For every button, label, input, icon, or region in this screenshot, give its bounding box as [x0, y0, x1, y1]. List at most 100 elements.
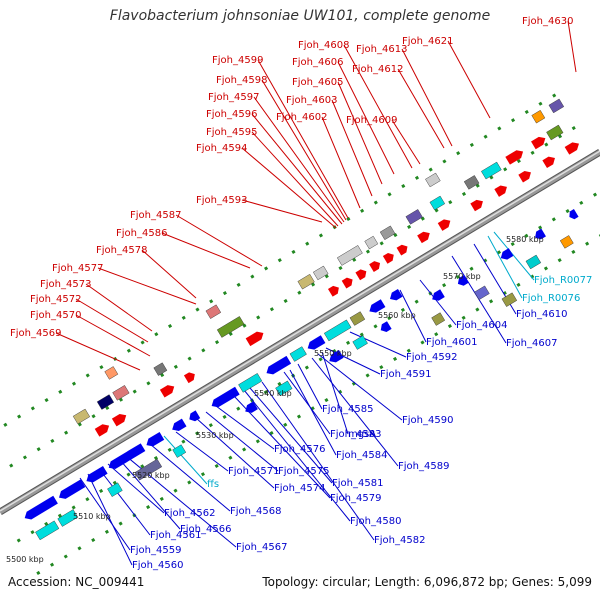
tick-label: 5570 kbp	[443, 272, 481, 281]
reverse-gene-label: Fjoh_4571	[228, 466, 279, 477]
gene-glyph	[396, 244, 408, 256]
forward-gene-label: Fjoh_4593	[196, 195, 247, 206]
leader-line	[141, 249, 197, 299]
reverse-gene-label: Fjoh_4589	[398, 461, 449, 472]
tick-label: 5530 kbp	[196, 431, 234, 440]
gene-box	[481, 161, 502, 180]
forward-gene-label: Fjoh_4573	[40, 279, 91, 290]
gene-glyph	[569, 209, 579, 220]
leader-line	[283, 371, 331, 435]
gene-glyph	[425, 172, 441, 188]
gene-arrow	[159, 385, 175, 398]
gene-arrow	[542, 156, 555, 169]
gene-arrow	[111, 413, 127, 427]
gene-glyph	[159, 385, 175, 398]
gene-box	[548, 98, 565, 114]
gene-box	[57, 509, 79, 527]
gene-box	[349, 311, 366, 326]
gene-glyph	[104, 366, 119, 380]
gene-glyph	[58, 479, 86, 499]
gene-arrow	[432, 289, 445, 301]
gene-glyph	[548, 98, 565, 114]
gene-box	[501, 292, 518, 307]
forward-gene-label: Fjoh_4572	[30, 294, 81, 305]
leader-line	[85, 283, 153, 332]
tick-label: 5560 kbp	[378, 311, 416, 320]
gene-box	[312, 265, 329, 281]
reverse-gene-label: Fjoh_4584	[336, 450, 387, 461]
forward-gene-label: Fjoh_4603	[286, 95, 337, 106]
gene-box	[546, 124, 564, 141]
gene-glyph	[559, 235, 574, 249]
gene-arrow	[172, 418, 187, 431]
gene-box	[275, 380, 293, 397]
gene-glyph	[108, 443, 146, 470]
gene-glyph	[72, 408, 91, 425]
gene-arrow	[494, 185, 507, 197]
leader-line	[107, 463, 165, 514]
leader-line	[257, 59, 349, 219]
gene-glyph	[432, 289, 445, 301]
gene-arrow	[369, 299, 386, 313]
leader-line	[567, 20, 577, 73]
gene-glyph	[474, 285, 490, 301]
gene-glyph	[382, 252, 394, 264]
gene-glyph	[535, 228, 546, 240]
gene-box	[531, 109, 546, 124]
gene-glyph	[323, 319, 352, 342]
leader-line	[161, 232, 251, 269]
leader-line	[253, 96, 345, 223]
gene-arrow	[94, 424, 110, 437]
gene-box	[463, 175, 480, 190]
forward-gene-label: Fjoh_4578	[96, 245, 147, 256]
gene-glyph	[336, 245, 363, 266]
gene-box	[425, 172, 441, 188]
reverse-gene-label: Fjoh_4575	[278, 466, 329, 477]
gene-glyph	[494, 185, 507, 197]
rna-gene-label: ffs	[207, 479, 219, 490]
gene-glyph	[297, 273, 315, 290]
gene-box	[216, 316, 245, 338]
genome-backbone	[0, 148, 600, 516]
gene-glyph	[329, 350, 344, 363]
leader-line	[251, 113, 343, 225]
gene-glyph	[437, 219, 451, 231]
gene-glyph	[518, 171, 531, 183]
gene-glyph	[505, 150, 524, 165]
tick-label: 5510 kbp	[73, 512, 111, 521]
reverse-gene-label: Fjoh_4574	[274, 483, 325, 494]
gene-box	[289, 346, 307, 362]
gene-glyph	[564, 142, 579, 155]
reverse-gene-label: Fjoh_4566	[180, 524, 231, 535]
leader-line	[487, 235, 523, 299]
gene-glyph	[153, 362, 168, 376]
gene-glyph	[355, 269, 367, 281]
gene-box	[474, 285, 490, 301]
leader-line	[401, 48, 453, 147]
forward-gene-label: Fjoh_4606	[292, 57, 343, 68]
leader-line	[55, 332, 141, 371]
tick-label: 5500 kbp	[6, 555, 44, 564]
gene-glyph	[463, 175, 480, 190]
gene-box	[112, 385, 130, 401]
gene-arrow	[266, 355, 292, 375]
gene-box	[429, 195, 446, 211]
leader-line	[317, 353, 403, 421]
reverse-gene-label: Fjoh_4576	[274, 444, 325, 455]
leader-line	[251, 131, 339, 227]
gene-glyph	[238, 373, 263, 393]
leader-line	[493, 231, 535, 281]
leader-line	[419, 279, 457, 326]
reverse-gene-label: Fjoh_4604	[456, 320, 507, 331]
gene-box	[72, 408, 91, 425]
gene-glyph	[57, 509, 79, 527]
gene-glyph	[380, 321, 392, 333]
reverse-gene-label: Fjoh_4610	[516, 309, 567, 320]
gene-box	[96, 394, 115, 410]
gene-arrow	[189, 410, 201, 422]
gene-box	[559, 235, 574, 249]
forward-gene-label: Fjoh_4577	[52, 263, 103, 274]
gene-glyph	[349, 311, 366, 326]
gene-box	[172, 444, 187, 458]
